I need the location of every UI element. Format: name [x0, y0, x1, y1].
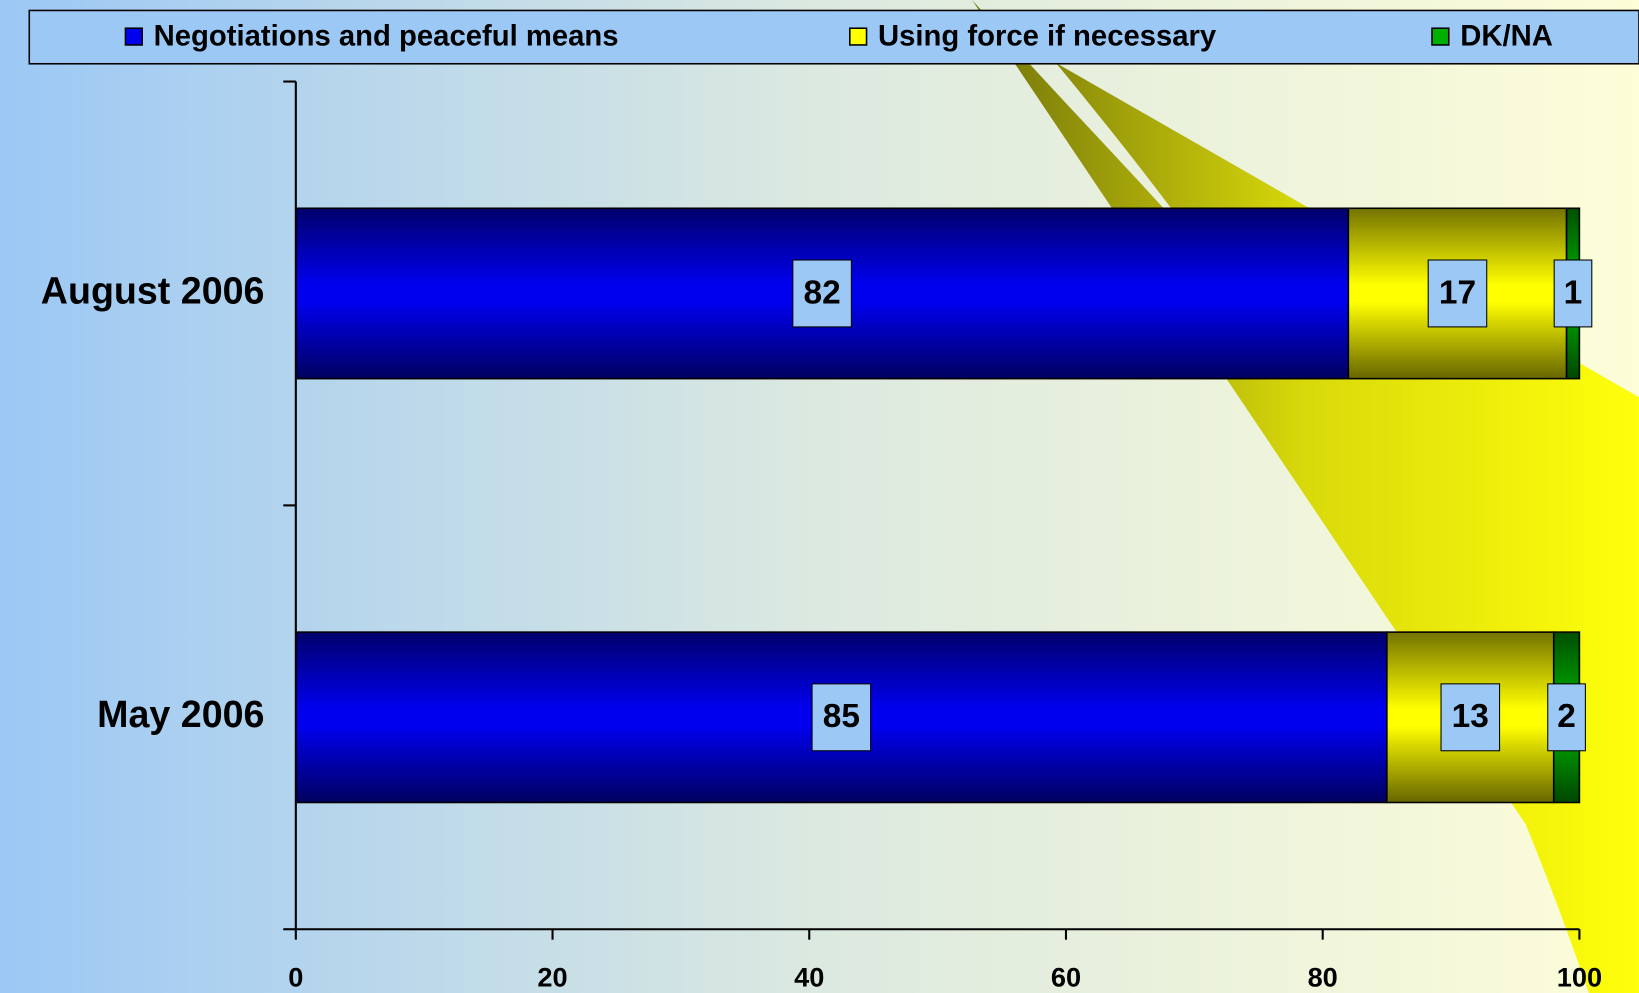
- x-tick-label: 80: [1308, 962, 1338, 993]
- legend-swatch: [849, 27, 868, 46]
- data-label: 85: [823, 698, 860, 735]
- x-tick-label: 100: [1557, 962, 1602, 993]
- data-label-box: [1440, 683, 1501, 752]
- data-label: 1: [1564, 274, 1583, 311]
- data-label-box: [792, 259, 852, 328]
- legend-label: DK/NA: [1460, 20, 1553, 52]
- legend-label: Using force if necessary: [878, 20, 1217, 52]
- x-tick-label: 0: [288, 962, 303, 993]
- y-tick-label: May 2006: [97, 693, 264, 735]
- data-label-box: [1547, 683, 1586, 752]
- data-label: 82: [803, 274, 840, 311]
- legend-swatch: [1431, 27, 1450, 46]
- data-label-box: [1427, 259, 1488, 328]
- y-tick-label: August 2006: [41, 269, 265, 311]
- x-tick-label: 40: [794, 962, 824, 993]
- x-tick-label: 20: [537, 962, 567, 993]
- data-label: 17: [1439, 274, 1476, 311]
- legend-label: Negotiations and peaceful means: [154, 20, 619, 52]
- x-tick-label: 60: [1051, 962, 1081, 993]
- legend-swatch: [124, 27, 143, 46]
- data-label: 2: [1557, 698, 1576, 735]
- data-label-box: [811, 683, 872, 752]
- data-label: 13: [1452, 698, 1489, 735]
- data-label-box: [1553, 259, 1593, 328]
- legend-box: [28, 9, 1639, 65]
